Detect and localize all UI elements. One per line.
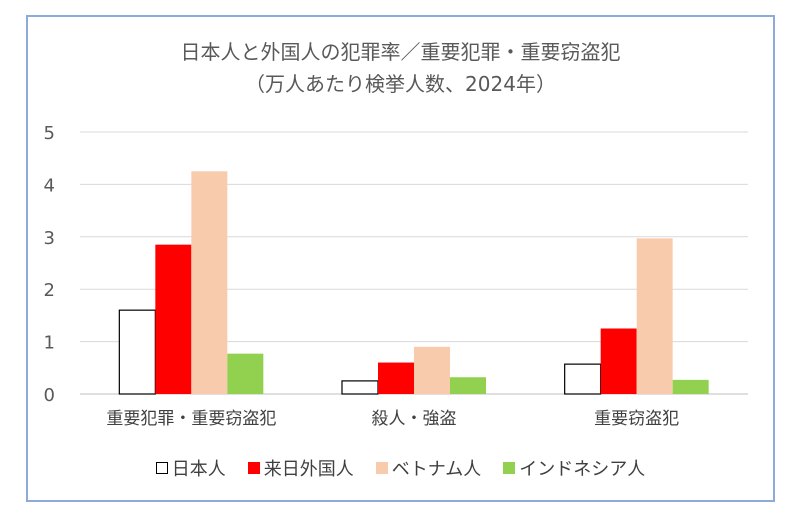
legend-label: 来日外国人 — [263, 459, 354, 480]
legend-label: ベトナム人 — [391, 459, 482, 480]
x-category-label: 重要犯罪・重要窃盗犯 — [106, 409, 276, 429]
y-tick-label: 3 — [44, 228, 55, 249]
bar — [118, 309, 156, 395]
x-category-label: 殺人・強盗 — [372, 409, 457, 429]
legend-item: インドネシア人 — [503, 455, 645, 481]
bar — [414, 346, 450, 394]
bar — [227, 353, 264, 394]
legend-label: 日本人 — [171, 459, 226, 480]
legend-item: 日本人 — [155, 455, 226, 481]
bar — [155, 244, 192, 394]
chart-legend: 日本人 来日外国人 ベトナム人 インドネシア人 — [0, 455, 801, 481]
bar — [191, 171, 228, 394]
bar — [600, 328, 637, 394]
y-tick-label: 2 — [44, 280, 55, 301]
legend-swatch — [155, 462, 168, 474]
chart-subtitle: （万人あたり検挙人数、2024年） — [245, 72, 556, 96]
y-tick-label: 1 — [44, 333, 55, 354]
bar — [341, 380, 379, 395]
legend-swatch — [503, 462, 516, 474]
legend-item: 来日外国人 — [247, 455, 354, 481]
y-tick-label: 5 — [44, 123, 55, 144]
legend-swatch — [375, 462, 388, 474]
legend-swatch — [247, 462, 260, 474]
bar — [450, 377, 486, 394]
y-tick-label: 4 — [44, 175, 55, 196]
bar — [378, 362, 414, 394]
bar — [636, 238, 673, 394]
chart-title: 日本人と外国人の犯罪率／重要犯罪・重要窃盗犯 — [180, 40, 621, 64]
legend-label: インドネシア人 — [519, 459, 646, 480]
y-tick-label: 0 — [44, 385, 55, 406]
bar — [672, 379, 709, 394]
x-category-label: 重要窃盗犯 — [594, 409, 679, 429]
legend-item: ベトナム人 — [375, 455, 482, 481]
bar — [564, 363, 602, 395]
